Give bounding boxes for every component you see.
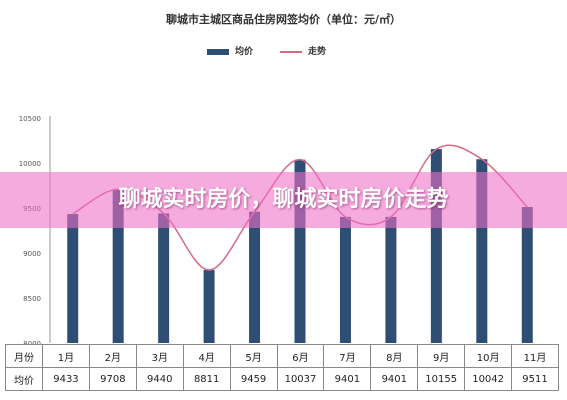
month-cell: 3月 <box>135 344 184 368</box>
month-cell: 9月 <box>417 344 466 368</box>
price-cell: 10037 <box>276 367 325 391</box>
legend-line-label: 走势 <box>308 47 327 57</box>
price-cell: 10042 <box>464 367 513 391</box>
month-cell: 1月 <box>42 344 90 368</box>
chart-title: 聊城市主城区商品住房网签均价（单位：元/㎡） <box>165 13 402 26</box>
price-cell: 9433 <box>42 367 90 391</box>
legend-item-line: 走势 <box>280 44 326 57</box>
bar <box>203 270 215 343</box>
month-cell: 7月 <box>323 344 372 368</box>
bar <box>112 189 124 343</box>
month-cell: 10月 <box>464 344 513 368</box>
month-cell: 11月 <box>511 344 559 368</box>
bar <box>521 207 533 343</box>
price-cell: 9459 <box>229 367 278 391</box>
price-cell: 10155 <box>417 367 466 391</box>
bar <box>249 211 261 343</box>
table-row-month: 月份 1月 2月 3月 4月 5月 6月 7月 8月 9月 10月 11月 <box>5 344 559 368</box>
bar <box>430 149 442 343</box>
overlay-banner: 聊城实时房价，聊城实时房价走势 <box>0 172 567 228</box>
bar <box>339 216 351 343</box>
legend-line-swatch <box>280 50 302 53</box>
y-tick-label: 10000 <box>19 160 41 168</box>
legend-bar-swatch <box>207 48 229 55</box>
row-label-month: 月份 <box>5 344 43 368</box>
month-cell: 6月 <box>276 344 325 368</box>
price-cell: 9401 <box>370 367 419 391</box>
banner-text: 聊城实时房价，聊城实时房价走势 <box>118 187 449 212</box>
price-cell: 9708 <box>88 367 137 391</box>
table-row-price: 均价 9433 9708 9440 8811 9459 10037 9401 9401 1015… <box>5 367 559 391</box>
y-tick-label: 8500 <box>23 295 41 303</box>
month-cell: 2月 <box>88 344 137 368</box>
legend-item-bar: 均价 <box>207 44 253 57</box>
price-cell: 9440 <box>135 367 184 391</box>
bar <box>67 214 79 343</box>
bar <box>476 159 488 343</box>
y-tick-label: 10500 <box>19 115 41 123</box>
legend-bar-label: 均价 <box>235 47 254 57</box>
y-tick-label: 9000 <box>23 250 41 258</box>
month-cell: 5月 <box>229 344 278 368</box>
price-cell: 8811 <box>182 367 231 391</box>
data-table: 月份 1月 2月 3月 4月 5月 6月 7月 8月 9月 10月 11月 均价 9433 9708 9… <box>5 344 559 391</box>
month-cell: 4月 <box>182 344 231 368</box>
price-cell: 9511 <box>511 367 559 391</box>
bar <box>385 216 397 343</box>
month-cell: 8月 <box>370 344 419 368</box>
bar <box>294 159 306 343</box>
price-cell: 9401 <box>323 367 372 391</box>
row-label-price: 均价 <box>5 367 43 391</box>
bar <box>158 213 170 343</box>
